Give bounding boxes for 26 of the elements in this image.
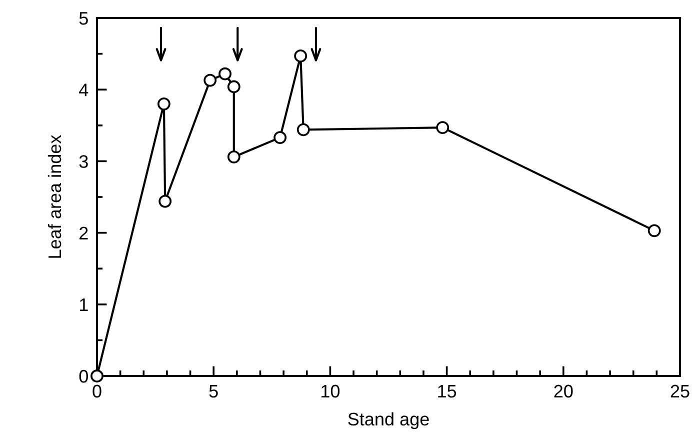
x-tick-label: 25 — [670, 384, 690, 398]
y-tick-label: 2 — [80, 226, 88, 240]
point — [436, 121, 450, 134]
x-tick-label: 0 — [92, 384, 102, 398]
y-tick-label: 3 — [79, 155, 88, 168]
x-tick-label: 5 — [209, 384, 218, 398]
y-tick-label: 0 — [79, 370, 88, 383]
x-tick-label: 20 — [554, 384, 573, 398]
point — [227, 80, 240, 94]
x-tick-label: 10 — [322, 384, 340, 398]
point — [648, 224, 661, 238]
point — [90, 370, 104, 382]
point — [274, 131, 287, 144]
point — [296, 123, 310, 136]
point — [218, 67, 232, 80]
point — [227, 150, 240, 164]
point — [158, 194, 172, 208]
y-tick-label: 1 — [80, 298, 88, 311]
x-tick-label: 15 — [438, 384, 456, 398]
point — [294, 49, 308, 62]
x-axis-title: Stand age — [348, 412, 429, 430]
point — [204, 74, 217, 87]
y-tick-label: 4 — [79, 84, 88, 96]
point — [157, 97, 170, 110]
y-tick-label: 5 — [79, 12, 88, 25]
y-axis-title: Leaf area index — [48, 134, 62, 258]
